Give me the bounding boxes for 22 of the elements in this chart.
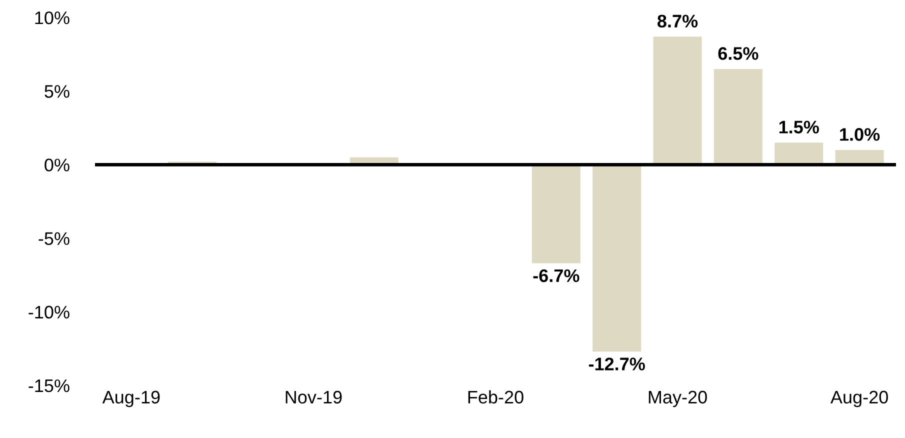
y-tick-label: 0% (44, 158, 70, 172)
x-tick-label: Aug-19 (102, 390, 160, 408)
data-label: 1.0% (840, 128, 880, 141)
x-tick-label: Aug-20 (830, 390, 888, 408)
y-tick-label: 5% (44, 85, 70, 98)
bar (714, 69, 762, 165)
y-tick-label: 10% (35, 11, 70, 24)
y-tick-label: -10% (28, 306, 70, 319)
x-tick-label: May-20 (648, 390, 707, 408)
bar (532, 164, 580, 264)
y-tick-label: -5% (38, 232, 70, 245)
data-label: 1.5% (779, 120, 819, 134)
data-label: -6.7% (533, 269, 580, 282)
bar (774, 142, 824, 165)
y-tick-label: -15% (28, 379, 70, 392)
bar (592, 164, 642, 352)
x-tick-label: Feb-20 (468, 390, 524, 404)
data-label: 8.7% (658, 14, 698, 28)
data-label: 6.5% (718, 47, 758, 60)
data-label: -12.7% (588, 358, 645, 370)
bar (653, 36, 702, 165)
x-tick-label: Nov-19 (286, 390, 342, 404)
